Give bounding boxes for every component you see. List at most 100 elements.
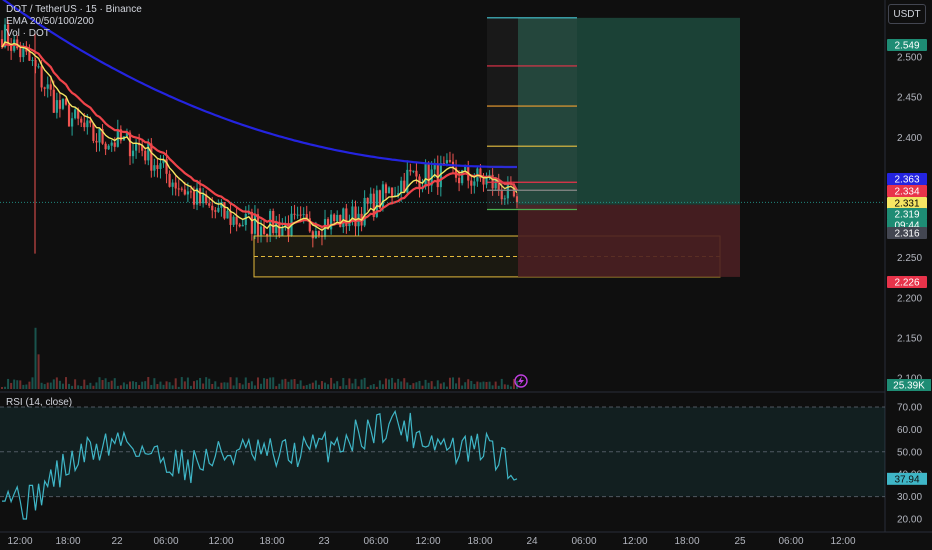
volume-bar — [336, 381, 339, 389]
volume-bar — [345, 385, 348, 389]
candle-body — [409, 169, 412, 172]
candle-body — [28, 51, 31, 61]
symbol-legend[interactable]: DOT / TetherUS · 15 · Binance — [6, 4, 142, 15]
volume-bar — [40, 382, 43, 389]
volume-bar — [196, 380, 199, 389]
candle-body — [259, 226, 263, 236]
volume-bar — [375, 386, 378, 389]
volume-bar — [16, 380, 19, 389]
volume-bar — [256, 377, 259, 389]
rsi-tick-label: 70.00 — [897, 402, 922, 413]
candle-body — [403, 180, 406, 193]
volume-bar — [442, 382, 445, 389]
candle-body — [244, 213, 247, 225]
volume-bar — [71, 385, 74, 389]
candle-body — [473, 181, 476, 186]
candle-body — [326, 219, 330, 230]
volume-bar — [174, 378, 177, 389]
volume-bar — [238, 383, 241, 389]
volume-bar — [223, 382, 226, 389]
candle-body — [491, 174, 494, 189]
candle-body — [150, 143, 153, 171]
volume-bar — [394, 382, 397, 389]
candle-body — [342, 208, 345, 228]
volume-bar — [415, 382, 418, 389]
volume-bar — [400, 381, 403, 389]
volume-bar — [132, 381, 135, 389]
price-label-badge — [887, 276, 927, 288]
volume-bar — [150, 384, 153, 389]
volume-bar — [37, 354, 40, 389]
candle-body — [46, 84, 49, 89]
volume-bar — [31, 377, 34, 389]
volume-bars — [1, 327, 518, 389]
volume-bar — [491, 385, 494, 389]
candle-body — [195, 188, 199, 205]
volume-bar — [208, 378, 211, 389]
candle-body — [70, 118, 74, 127]
volume-bar — [144, 381, 147, 389]
candle-body — [461, 170, 464, 184]
time-tick-label: 24 — [526, 536, 538, 547]
candle-body — [171, 182, 174, 187]
candle-body — [436, 163, 439, 188]
candle-body — [211, 205, 214, 211]
volume-bar — [509, 386, 512, 389]
volume-legend[interactable]: Vol · DOT — [6, 28, 50, 39]
volume-bar — [202, 383, 205, 389]
candle-body — [415, 170, 418, 177]
volume-bar — [43, 384, 46, 389]
time-tick-label: 18:00 — [259, 536, 284, 547]
candle-body — [92, 123, 95, 141]
volume-bar — [22, 384, 25, 389]
candle-body — [110, 142, 113, 146]
candle-body — [445, 160, 449, 164]
candle-body — [74, 109, 77, 119]
volume-bar — [116, 385, 119, 389]
volume-bar — [250, 381, 253, 389]
volume-bar — [162, 384, 165, 389]
volume-bar — [77, 385, 80, 389]
candle-body — [134, 143, 138, 151]
volume-bar — [412, 383, 415, 389]
candle-body — [40, 66, 43, 88]
volume-bar — [467, 379, 470, 389]
ema-legend[interactable]: EMA 20/50/100/200 — [6, 16, 94, 27]
candle-body — [418, 176, 421, 190]
volume-bar — [25, 384, 28, 389]
candle-body — [217, 207, 220, 212]
long-stop-zone — [518, 204, 740, 277]
price-tick-label: 2.200 — [897, 293, 922, 304]
volume-bar — [168, 382, 171, 389]
candle-body — [235, 216, 238, 225]
volume-bar — [183, 381, 186, 389]
candle-body — [333, 214, 336, 222]
rsi-legend[interactable]: RSI (14, close) — [6, 397, 73, 408]
price-label-text: 2.363 — [894, 175, 919, 186]
volume-bar — [217, 386, 220, 389]
candle-body — [311, 231, 314, 239]
volume-bar — [272, 377, 275, 389]
candle-body — [302, 214, 305, 216]
candle-body — [141, 145, 144, 151]
volume-bar — [104, 378, 107, 389]
volume-bar — [430, 381, 433, 389]
candle-body — [366, 197, 369, 204]
candle-body — [339, 214, 342, 228]
volume-bar — [293, 379, 296, 389]
candle-body — [52, 89, 55, 113]
volume-bar — [351, 383, 354, 389]
volume-bar — [278, 383, 281, 389]
candle-body — [314, 231, 317, 239]
time-tick-label: 25 — [734, 536, 746, 547]
volume-bar — [10, 382, 13, 389]
volume-bar — [68, 383, 71, 389]
volume-bar — [260, 383, 263, 389]
candle-body — [226, 210, 229, 219]
currency-button[interactable]: USDT — [888, 4, 926, 24]
candle-body — [25, 48, 28, 52]
candle-body — [220, 202, 223, 208]
volume-bar — [128, 381, 131, 389]
